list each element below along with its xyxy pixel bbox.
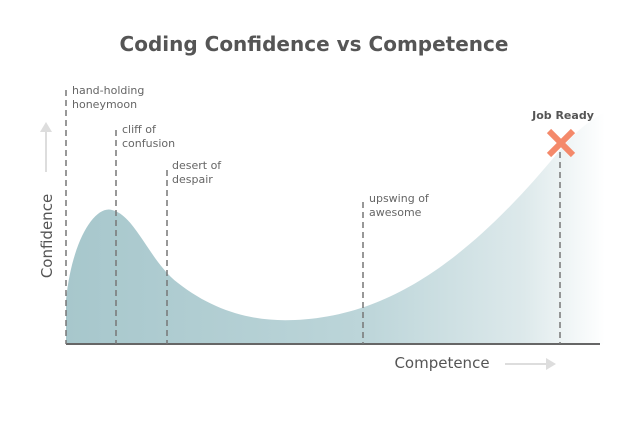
annotation: upswing of <box>369 192 430 205</box>
annotation: confusion <box>122 137 175 150</box>
x-arrow <box>505 358 556 370</box>
x-axis-label: Competence <box>394 354 489 372</box>
annotation: honeymoon <box>72 98 137 111</box>
annotation: awesome <box>369 206 422 219</box>
annotation: hand-holding <box>72 84 144 97</box>
goal-label: Job Ready <box>531 109 594 122</box>
curve-area <box>66 112 605 344</box>
y-axis-label: Confidence <box>38 194 56 278</box>
y-arrow <box>40 122 52 172</box>
title: Coding Confidence vs Competence <box>120 32 509 56</box>
annotation: desert of <box>172 159 222 172</box>
goal-mark <box>546 128 576 158</box>
markers <box>65 90 561 344</box>
annotation: cliff of <box>122 123 157 136</box>
annotation: despair <box>172 173 213 186</box>
